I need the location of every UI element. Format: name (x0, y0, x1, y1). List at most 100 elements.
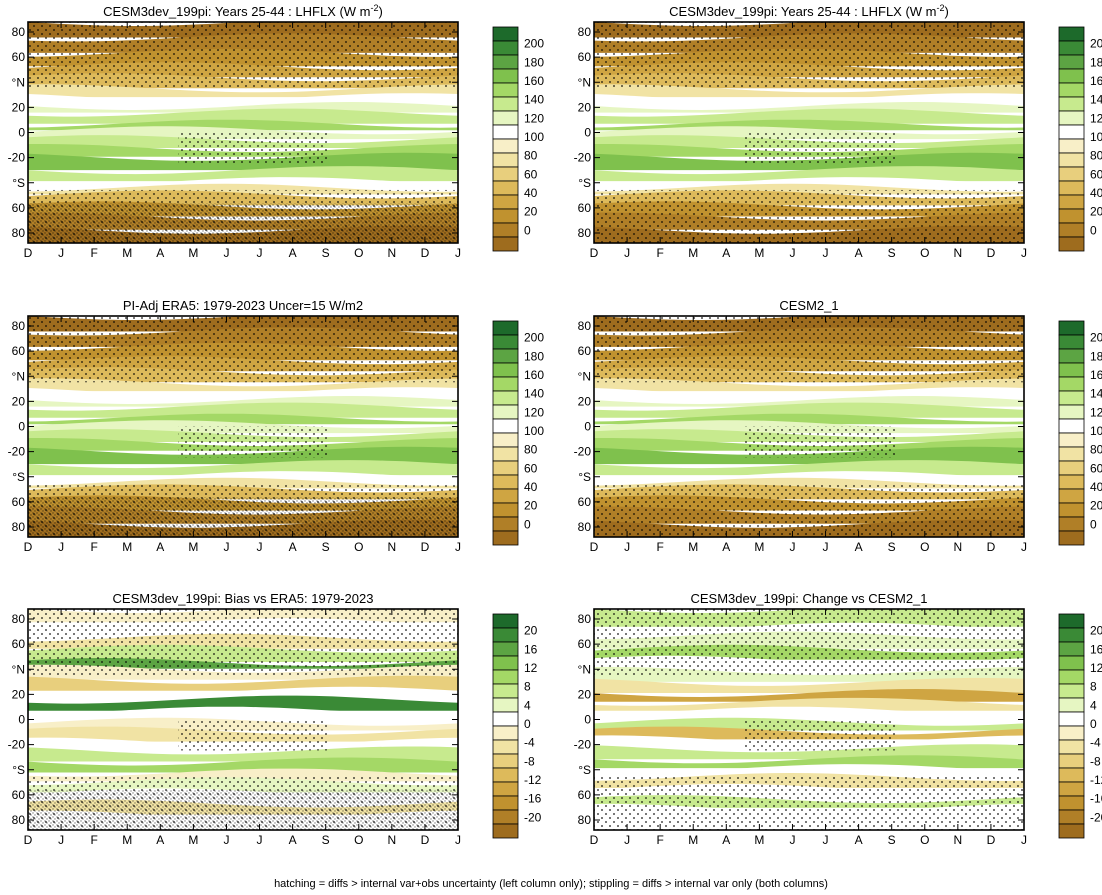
stipple-region (744, 426, 895, 458)
colorbar-swatch (492, 376, 519, 392)
colorbar-label: 160 (524, 368, 544, 382)
colorbar-label: 8 (1090, 680, 1097, 694)
colorbar-label: 140 (1090, 93, 1102, 107)
colorbar-swatch (492, 320, 519, 336)
stipple-region (594, 189, 1024, 243)
colorbar-swatch (492, 683, 519, 699)
y-tick-label: 80 (578, 612, 592, 626)
colorbar-swatch (492, 348, 519, 364)
colorbar-label: 80 (524, 149, 538, 163)
y-tick-label: 80 (12, 25, 26, 39)
contour-band (594, 460, 1024, 476)
y-tick-label: °N (578, 662, 591, 676)
colorbar-swatch (492, 823, 519, 839)
colorbar-label: 140 (524, 387, 544, 401)
colorbar-label: 0 (1090, 223, 1097, 237)
colorbar-swatch (492, 753, 519, 769)
colorbar-swatch (492, 809, 519, 825)
colorbar-swatch (492, 194, 519, 210)
colorbar-label: 40 (1090, 186, 1102, 200)
x-tick-label: S (888, 540, 896, 554)
colorbar-swatch (1058, 110, 1085, 126)
colorbar-swatch (1058, 530, 1085, 546)
colorbar-swatch (1058, 138, 1085, 154)
colorbar-label: 200 (524, 331, 544, 345)
panel-title: CESM3dev_199pi: Bias vs ERA5: 1979-2023 (113, 591, 374, 606)
colorbar-swatch (1058, 613, 1085, 629)
x-tick-label: J (789, 833, 795, 847)
stipple-region (594, 22, 1024, 89)
x-tick-label: A (289, 246, 297, 260)
x-tick-label: A (855, 833, 863, 847)
x-tick-label: J (1021, 833, 1027, 847)
colorbar-swatch (492, 166, 519, 182)
stipple-region (178, 719, 329, 751)
colorbar-swatch (492, 516, 519, 532)
y-tick-label: °N (578, 75, 591, 89)
colorbar-label: 180 (524, 55, 544, 69)
colorbar-label: 180 (1090, 349, 1102, 363)
contour-band (594, 735, 1024, 749)
y-tick-label: 0 (584, 420, 591, 434)
colorbar-swatch (492, 68, 519, 84)
colorbar-swatch (1058, 516, 1085, 532)
colorbar-swatch (1058, 795, 1085, 811)
y-tick-label: 60 (578, 201, 592, 215)
colorbar-swatch (1058, 152, 1085, 168)
colorbar-swatch (1058, 641, 1085, 657)
x-tick-label: J (58, 833, 64, 847)
colorbar-swatch (1058, 208, 1085, 224)
colorbar-swatch (492, 222, 519, 238)
y-tick-label: °S (578, 176, 591, 190)
colorbar-swatch (492, 655, 519, 671)
colorbar-swatch (1058, 753, 1085, 769)
colorbar-label: -12 (524, 773, 542, 787)
colorbar-label: 60 (524, 461, 538, 475)
x-tick-label: O (354, 833, 363, 847)
contour-band (594, 706, 1024, 722)
y-tick-label: 80 (12, 612, 26, 626)
y-tick-label: °N (12, 369, 25, 383)
colorbar-label: 12 (524, 661, 538, 675)
x-tick-label: M (754, 540, 764, 554)
colorbar-swatch (1058, 26, 1085, 42)
y-tick-label: 80 (12, 319, 26, 333)
x-tick-label: M (188, 246, 198, 260)
y-tick-label: °S (12, 470, 25, 484)
colorbar-swatch (492, 711, 519, 727)
x-tick-label: A (156, 833, 164, 847)
contour-band (28, 460, 458, 476)
x-tick-label: D (987, 833, 996, 847)
colorbar-swatch (1058, 767, 1085, 783)
y-tick-label: 80 (578, 813, 592, 827)
colorbar-label: 20 (524, 499, 538, 513)
y-tick-label: -20 (574, 445, 592, 459)
y-tick-label: °S (12, 763, 25, 777)
stipple-region (744, 719, 895, 751)
colorbar-label: 60 (1090, 461, 1102, 475)
x-tick-label: N (954, 833, 963, 847)
contour-band (594, 144, 1024, 157)
x-tick-label: N (388, 833, 397, 847)
contour-band (28, 166, 458, 182)
x-tick-label: J (223, 540, 229, 554)
colorbar-swatch (1058, 166, 1085, 182)
contour-band (594, 166, 1024, 182)
colorbar-label: -16 (524, 792, 542, 806)
x-tick-label: A (855, 246, 863, 260)
colorbar-swatch (492, 781, 519, 797)
colorbar-label: -8 (524, 754, 535, 768)
colorbar-label: 80 (1090, 443, 1102, 457)
colorbar-swatch (492, 180, 519, 196)
y-tick-label: -20 (574, 738, 592, 752)
y-tick-label: 60 (12, 788, 26, 802)
x-tick-label: J (58, 246, 64, 260)
colorbar-label: -4 (524, 736, 535, 750)
colorbar-swatch (492, 502, 519, 518)
colorbar-swatch (1058, 40, 1085, 56)
colorbar-label: 80 (524, 443, 538, 457)
contour-band (594, 396, 1024, 407)
colorbar-swatch (492, 474, 519, 490)
x-tick-label: J (455, 833, 461, 847)
